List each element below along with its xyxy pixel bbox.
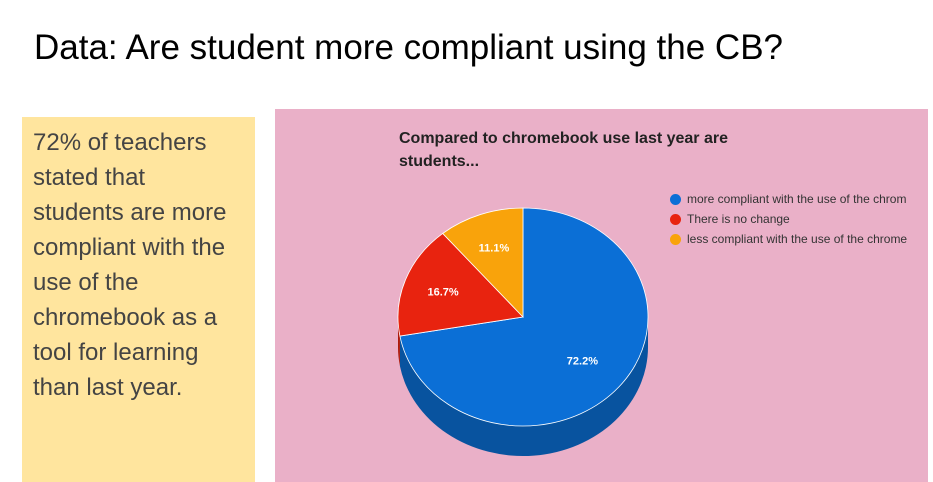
note-line: compliant with the [33,234,226,261]
legend-label: There is no change [687,212,790,226]
note-line: tool for learning [33,339,199,366]
chart-title-line: students... [399,153,480,170]
slide-title: Data: Are student more compliant using t… [34,28,784,67]
note-line: use of the [33,269,139,296]
chart-legend: more compliant with the use of the chrom… [670,189,928,249]
legend-swatch [670,233,681,245]
pie-data-label: 72.2% [567,355,598,367]
note-line: chromebook as a [33,304,218,331]
legend-item[interactable]: There is no change [670,209,928,229]
pie-slice-side [399,317,648,457]
legend-label: less compliant with the use of the chrom… [687,232,908,246]
chart-title-line: Compared to chromebook use last year are [399,130,728,147]
note-line: than last year. [33,374,183,401]
pie-data-label: 16.7% [428,287,459,299]
note-line: 72% of teachers [33,129,207,156]
legend-item[interactable]: more compliant with the use of the chrom [670,189,928,209]
pie-chart: 72.2% 16.7% 11.1% [397,207,649,457]
pie-slice[interactable] [442,207,524,318]
legend-swatch [670,213,681,225]
pie-slice[interactable] [399,207,649,427]
legend-label: more compliant with the use of the chrom [687,192,907,206]
chart-title: Compared to chromebook use last year are… [399,127,779,173]
pie-slice[interactable] [397,232,524,337]
legend-item[interactable]: less compliant with the use of the chrom… [670,229,928,249]
pie-data-label: 11.1% [479,242,510,254]
chart-panel: Compared to chromebook use last year are… [275,109,928,482]
legend-swatch [670,193,681,205]
note-line: stated that [33,164,146,191]
note-line: students are more [33,199,227,226]
summary-note: 72% of teachers stated that students are… [22,117,255,482]
